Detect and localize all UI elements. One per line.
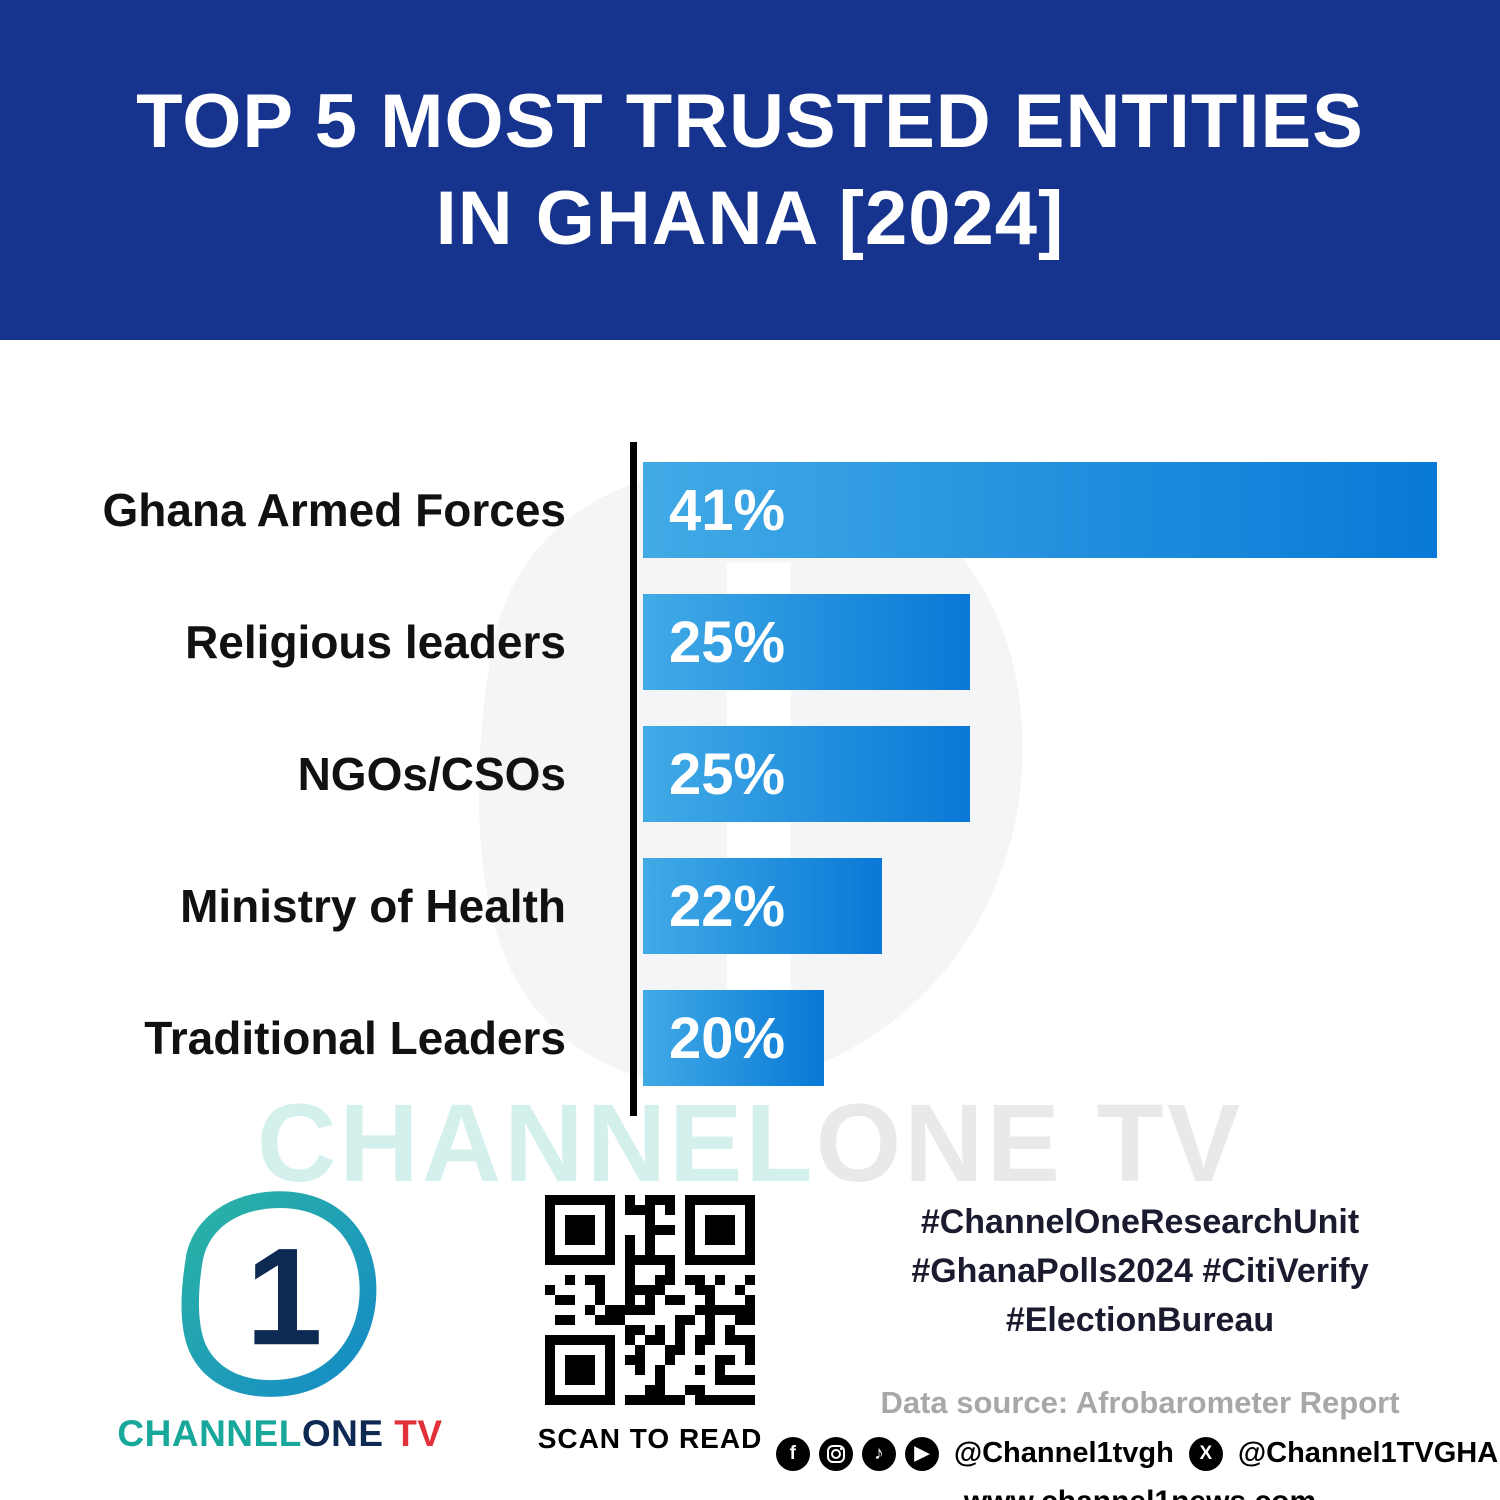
title-line-1: TOP 5 MOST TRUSTED ENTITIES [136,78,1364,164]
hashtags-block: #ChannelOneResearchUnit #GhanaPolls2024 … [860,1198,1420,1345]
chart-rows: Ghana Armed Forces 41% Religious leaders 25… [0,462,1500,1086]
axis-line [630,442,637,1116]
x-icon: X [1188,1436,1223,1471]
chart-row: Religious leaders 25% [0,594,1500,690]
channel-logo-block: 1 CHANNELONE TV [80,1185,480,1455]
bar-value-label: 25% [669,741,786,807]
footer-right-column: #ChannelOneResearchUnit #GhanaPolls2024 … [775,1198,1498,1500]
hashtags-line-1: #ChannelOneResearchUnit [920,1203,1360,1241]
bar-track: 41% [643,462,1437,558]
logo-numeral: 1 [246,1220,323,1374]
chart-row: Ghana Armed Forces 41% [0,462,1500,558]
wordmark-channel: CHANNEL [117,1413,302,1454]
bar-track: 22% [643,858,1437,954]
data-source-text: Data source: Afrobarometer Report [880,1384,1400,1420]
bar-track: 20% [643,990,1437,1086]
bar: 25% [643,594,970,690]
title-line-2: IN GHANA [2024] [435,176,1065,261]
watermark-part-1: CHANNEL [256,1082,816,1205]
chart-row: Ministry of Health 22% [0,858,1500,954]
category-label: Religious leaders [185,616,566,668]
channel-one-logo-icon: 1 [181,1191,377,1397]
qr-caption: SCAN TO READ [537,1423,763,1454]
category-label: Ministry of Health [180,880,566,932]
qr-code [545,1195,755,1405]
category-label: Traditional Leaders [144,1012,566,1064]
bar-value-label: 20% [669,1005,786,1071]
header-banner: TOP 5 MOST TRUSTED ENTITIES IN GHANA [20… [0,0,1500,340]
youtube-icon: ▶ [904,1436,939,1471]
bar: 41% [643,462,1437,558]
chart-row: NGOs/CSOs 25% [0,726,1500,822]
page-title: TOP 5 MOST TRUSTED ENTITIES IN GHANA [20… [136,73,1364,268]
bar-track: 25% [643,726,1437,822]
chart-row: Traditional Leaders 20% [0,990,1500,1086]
wordmark-one: ONE [301,1413,384,1454]
hashtags-line-3: #ElectionBureau [1005,1300,1275,1339]
facebook-icon: f [775,1436,810,1471]
bar-value-label: 41% [669,477,786,543]
qr-block: SCAN TO READ [500,1195,800,1455]
watermark-text: CHANNELONE TV [0,1080,1500,1207]
wordmark-tv: TV [383,1413,443,1454]
category-label: NGOs/CSOs [297,748,566,800]
bar-value-label: 22% [669,873,786,939]
social-row: f ♪ ▶ @Channel1tvgh X @Channel1TVGHA [775,1436,1498,1471]
tiktok-icon: ♪ [861,1436,896,1471]
category-label: Ghana Armed Forces [102,484,566,536]
bar: 22% [643,858,883,954]
hashtags-line-2: #GhanaPolls2024 #CitiVerify [911,1251,1369,1290]
website-url: www.channel1news.com [860,1485,1420,1500]
social-handle-1: @Channel1tvgh [953,1437,1174,1470]
bar: 25% [643,726,970,822]
channel-one-wordmark: CHANNELONE TV [80,1413,480,1455]
watermark-part-2: ONE TV [815,1082,1244,1205]
bar: 20% [643,990,824,1086]
bar-value-label: 25% [669,609,786,675]
social-handle-2: @Channel1TVGHA [1237,1437,1499,1470]
bar-track: 25% [643,594,1437,690]
instagram-icon [818,1436,853,1471]
bar-chart: Ghana Armed Forces 41% Religious leaders 25… [0,442,1500,1122]
